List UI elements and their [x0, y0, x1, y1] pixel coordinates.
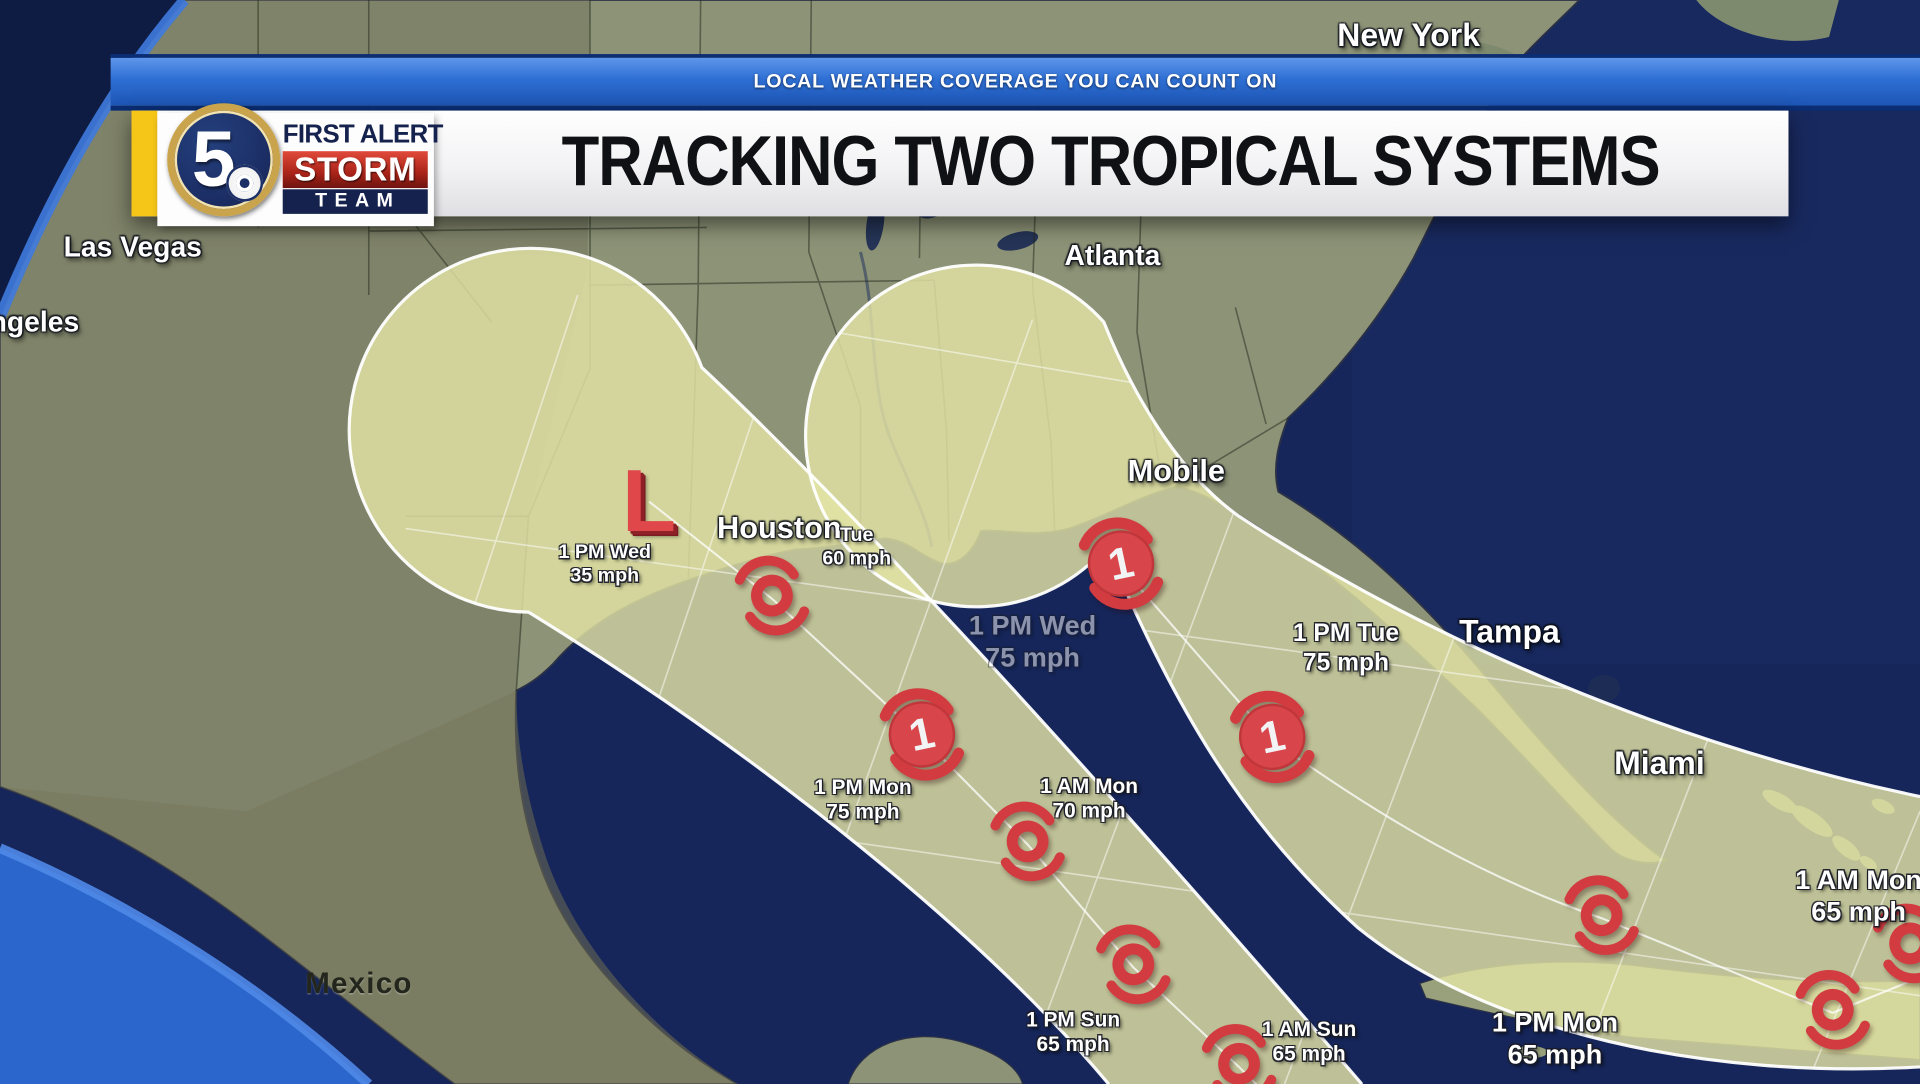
terrain-shading-mexico: [0, 690, 738, 1084]
maritimes-land: [1696, 0, 1839, 41]
lake-okeechobee: [1588, 674, 1621, 702]
forecast-cone-houston: [349, 248, 1362, 1084]
cbs-eye-icon: [226, 164, 264, 202]
channel-5-logo: 5: [167, 103, 281, 217]
station-logo: 5 FIRST ALERT STORM TEAM: [157, 103, 444, 227]
headline-title: TRACKING TWO TROPICAL SYSTEMS: [561, 122, 1661, 202]
yucatan-peninsula: [847, 1035, 1024, 1084]
banner-accent-stripe: [131, 110, 158, 217]
globe-edge-bottomleft: [0, 848, 369, 1084]
ticker-text: LOCAL WEATHER COVERAGE YOU CAN COUNT ON: [753, 70, 1278, 92]
ticker-bar: LOCAL WEATHER COVERAGE YOU CAN COUNT ON: [110, 54, 1920, 111]
logo-team: TEAM: [282, 189, 428, 214]
logo-storm: STORM: [282, 151, 428, 189]
logo-first-alert: FIRST ALERT: [282, 120, 444, 149]
isla-juventud: [1513, 1046, 1548, 1059]
cone-border-mobile: [804, 263, 1920, 1071]
headline-banner: 5 FIRST ALERT STORM TEAM TRACKING TWO TR…: [131, 103, 1789, 227]
globe-edge-topleft: [0, 0, 185, 318]
forecast-cone-mobile: [805, 265, 1920, 1069]
cone-border-houston: [347, 246, 1364, 1084]
